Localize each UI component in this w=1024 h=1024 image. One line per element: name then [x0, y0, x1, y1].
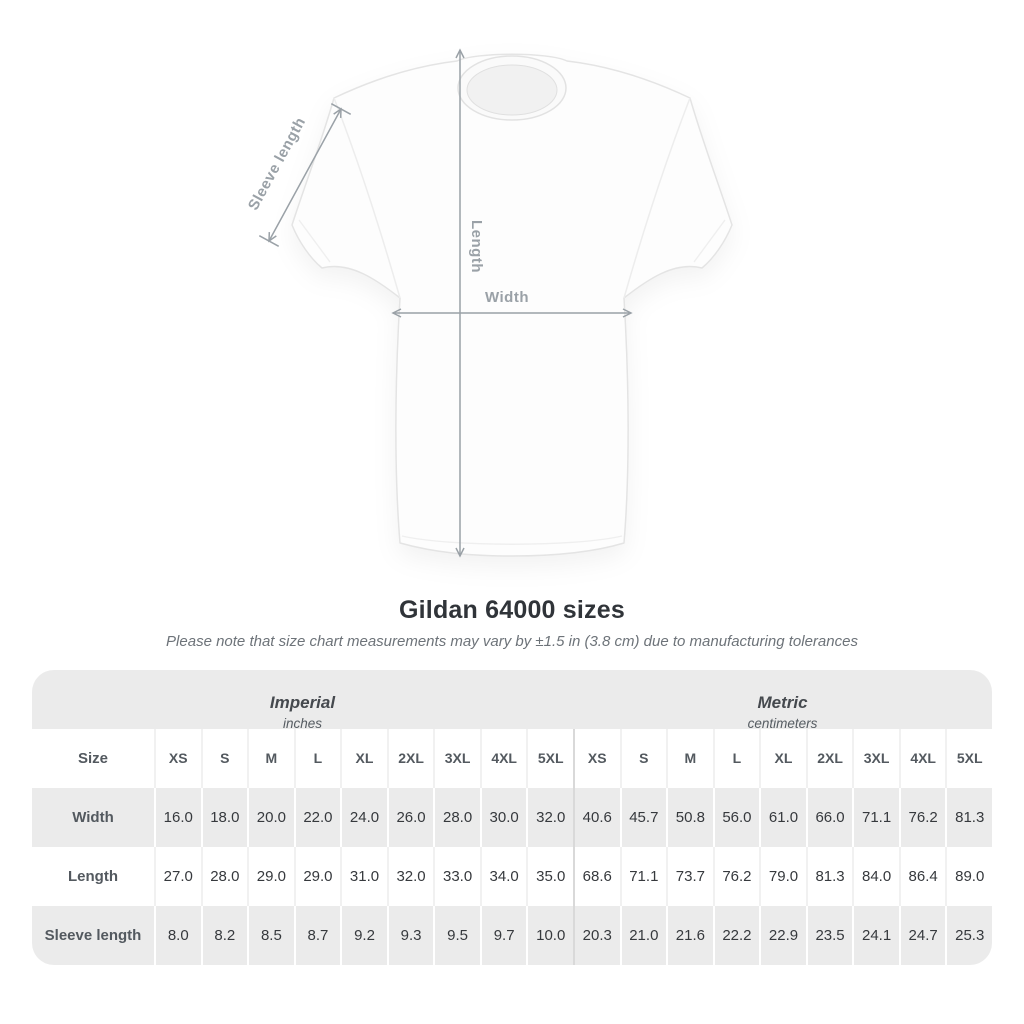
- value-cell: 84.0: [852, 846, 899, 906]
- value-cell: 79.0: [759, 846, 806, 906]
- value-cell: 29.0: [293, 846, 341, 906]
- value-cell: 30.0: [479, 787, 527, 847]
- value-cell: 24.1: [852, 905, 899, 965]
- value-cell: 9.5: [433, 905, 480, 965]
- tshirt-figure: Length Width Sleeve length: [245, 48, 733, 558]
- size-header-imperial-2xl: 2XL: [386, 728, 434, 788]
- value-cell: 34.0: [479, 846, 527, 906]
- value-cell: 28.0: [433, 787, 480, 847]
- size-header-imperial-3xl: 3XL: [433, 728, 480, 788]
- metric-section-unit: centimeters: [747, 715, 818, 731]
- size-header-imperial-5xl: 5XL: [526, 728, 573, 788]
- value-cell: 32.0: [526, 787, 573, 847]
- value-cell: 76.2: [898, 787, 946, 847]
- sleeve-length-arrow: [258, 103, 352, 247]
- length-label: Length: [468, 220, 485, 273]
- value-cell: 20.0: [247, 787, 294, 847]
- value-cell: 21.6: [666, 905, 713, 965]
- value-cell: 50.8: [666, 787, 713, 847]
- value-cell: 71.1: [619, 846, 667, 906]
- value-cell: 33.0: [433, 846, 480, 906]
- size-header-metric-l: L: [712, 728, 760, 788]
- value-cell: 22.9: [759, 905, 806, 965]
- imperial-section-unit: inches: [282, 715, 323, 731]
- value-cell: 35.0: [526, 846, 573, 906]
- value-cell: 73.7: [666, 846, 713, 906]
- size-header-imperial-s: S: [200, 728, 248, 788]
- value-cell: 16.0: [154, 787, 201, 847]
- value-cell: 9.3: [386, 905, 434, 965]
- row-label: Length: [32, 846, 154, 906]
- value-cell: 81.3: [805, 846, 853, 906]
- size-header-metric-4xl: 4XL: [898, 728, 946, 788]
- value-cell: 21.0: [619, 905, 667, 965]
- value-cell: 26.0: [386, 787, 434, 847]
- value-cell: 56.0: [712, 787, 760, 847]
- size-table: Imperial inches Metric centimeters Size X…: [32, 669, 992, 965]
- size-header-imperial-4xl: 4XL: [479, 728, 527, 788]
- value-cell: 23.5: [805, 905, 853, 965]
- value-cell: 61.0: [759, 787, 806, 847]
- value-cell: 24.0: [340, 787, 387, 847]
- size-header-metric-xl: XL: [759, 728, 806, 788]
- value-cell: 20.3: [573, 905, 620, 965]
- value-cell: 9.7: [479, 905, 527, 965]
- value-cell: 22.2: [712, 905, 760, 965]
- value-cell: 18.0: [200, 787, 248, 847]
- value-cell: 10.0: [526, 905, 573, 965]
- value-cell: 29.0: [247, 846, 294, 906]
- size-column-header: Size: [32, 728, 154, 788]
- value-cell: 32.0: [386, 846, 434, 906]
- value-cell: 9.2: [340, 905, 387, 965]
- value-cell: 22.0: [293, 787, 341, 847]
- row-label: Sleeve length: [32, 905, 154, 965]
- imperial-section-label: Imperial: [269, 692, 336, 712]
- width-label: Width: [485, 289, 529, 306]
- value-cell: 8.5: [247, 905, 294, 965]
- size-header-imperial-l: L: [293, 728, 341, 788]
- value-cell: 89.0: [945, 846, 992, 906]
- size-header-metric-m: M: [666, 728, 713, 788]
- size-header-metric-3xl: 3XL: [852, 728, 899, 788]
- value-cell: 31.0: [340, 846, 387, 906]
- value-cell: 86.4: [898, 846, 946, 906]
- value-cell: 28.0: [200, 846, 248, 906]
- value-cell: 8.0: [154, 905, 201, 965]
- value-cell: 27.0: [154, 846, 201, 906]
- value-cell: 40.6: [573, 787, 620, 847]
- value-cell: 45.7: [619, 787, 667, 847]
- metric-section-label: Metric: [757, 692, 808, 712]
- tolerance-note: Please note that size chart measurements…: [166, 632, 858, 650]
- size-header-imperial-xs: XS: [154, 728, 201, 788]
- value-cell: 8.2: [200, 905, 248, 965]
- value-cell: 24.7: [898, 905, 946, 965]
- value-cell: 76.2: [712, 846, 760, 906]
- size-header-metric-xs: XS: [573, 728, 620, 788]
- sleeve-length-label: Sleeve length: [245, 114, 309, 213]
- size-header-imperial-xl: XL: [340, 728, 387, 788]
- size-header-metric-2xl: 2XL: [805, 728, 853, 788]
- row-label: Width: [32, 787, 154, 847]
- value-cell: 81.3: [945, 787, 992, 847]
- value-cell: 68.6: [573, 846, 620, 906]
- size-header-metric-s: S: [619, 728, 667, 788]
- value-cell: 25.3: [945, 905, 992, 965]
- value-cell: 8.7: [293, 905, 341, 965]
- size-header-imperial-m: M: [247, 728, 294, 788]
- value-cell: 71.1: [852, 787, 899, 847]
- value-cell: 66.0: [805, 787, 853, 847]
- page-title: Gildan 64000 sizes: [399, 596, 625, 624]
- tshirt-image: [291, 53, 733, 557]
- size-header-metric-5xl: 5XL: [945, 728, 992, 788]
